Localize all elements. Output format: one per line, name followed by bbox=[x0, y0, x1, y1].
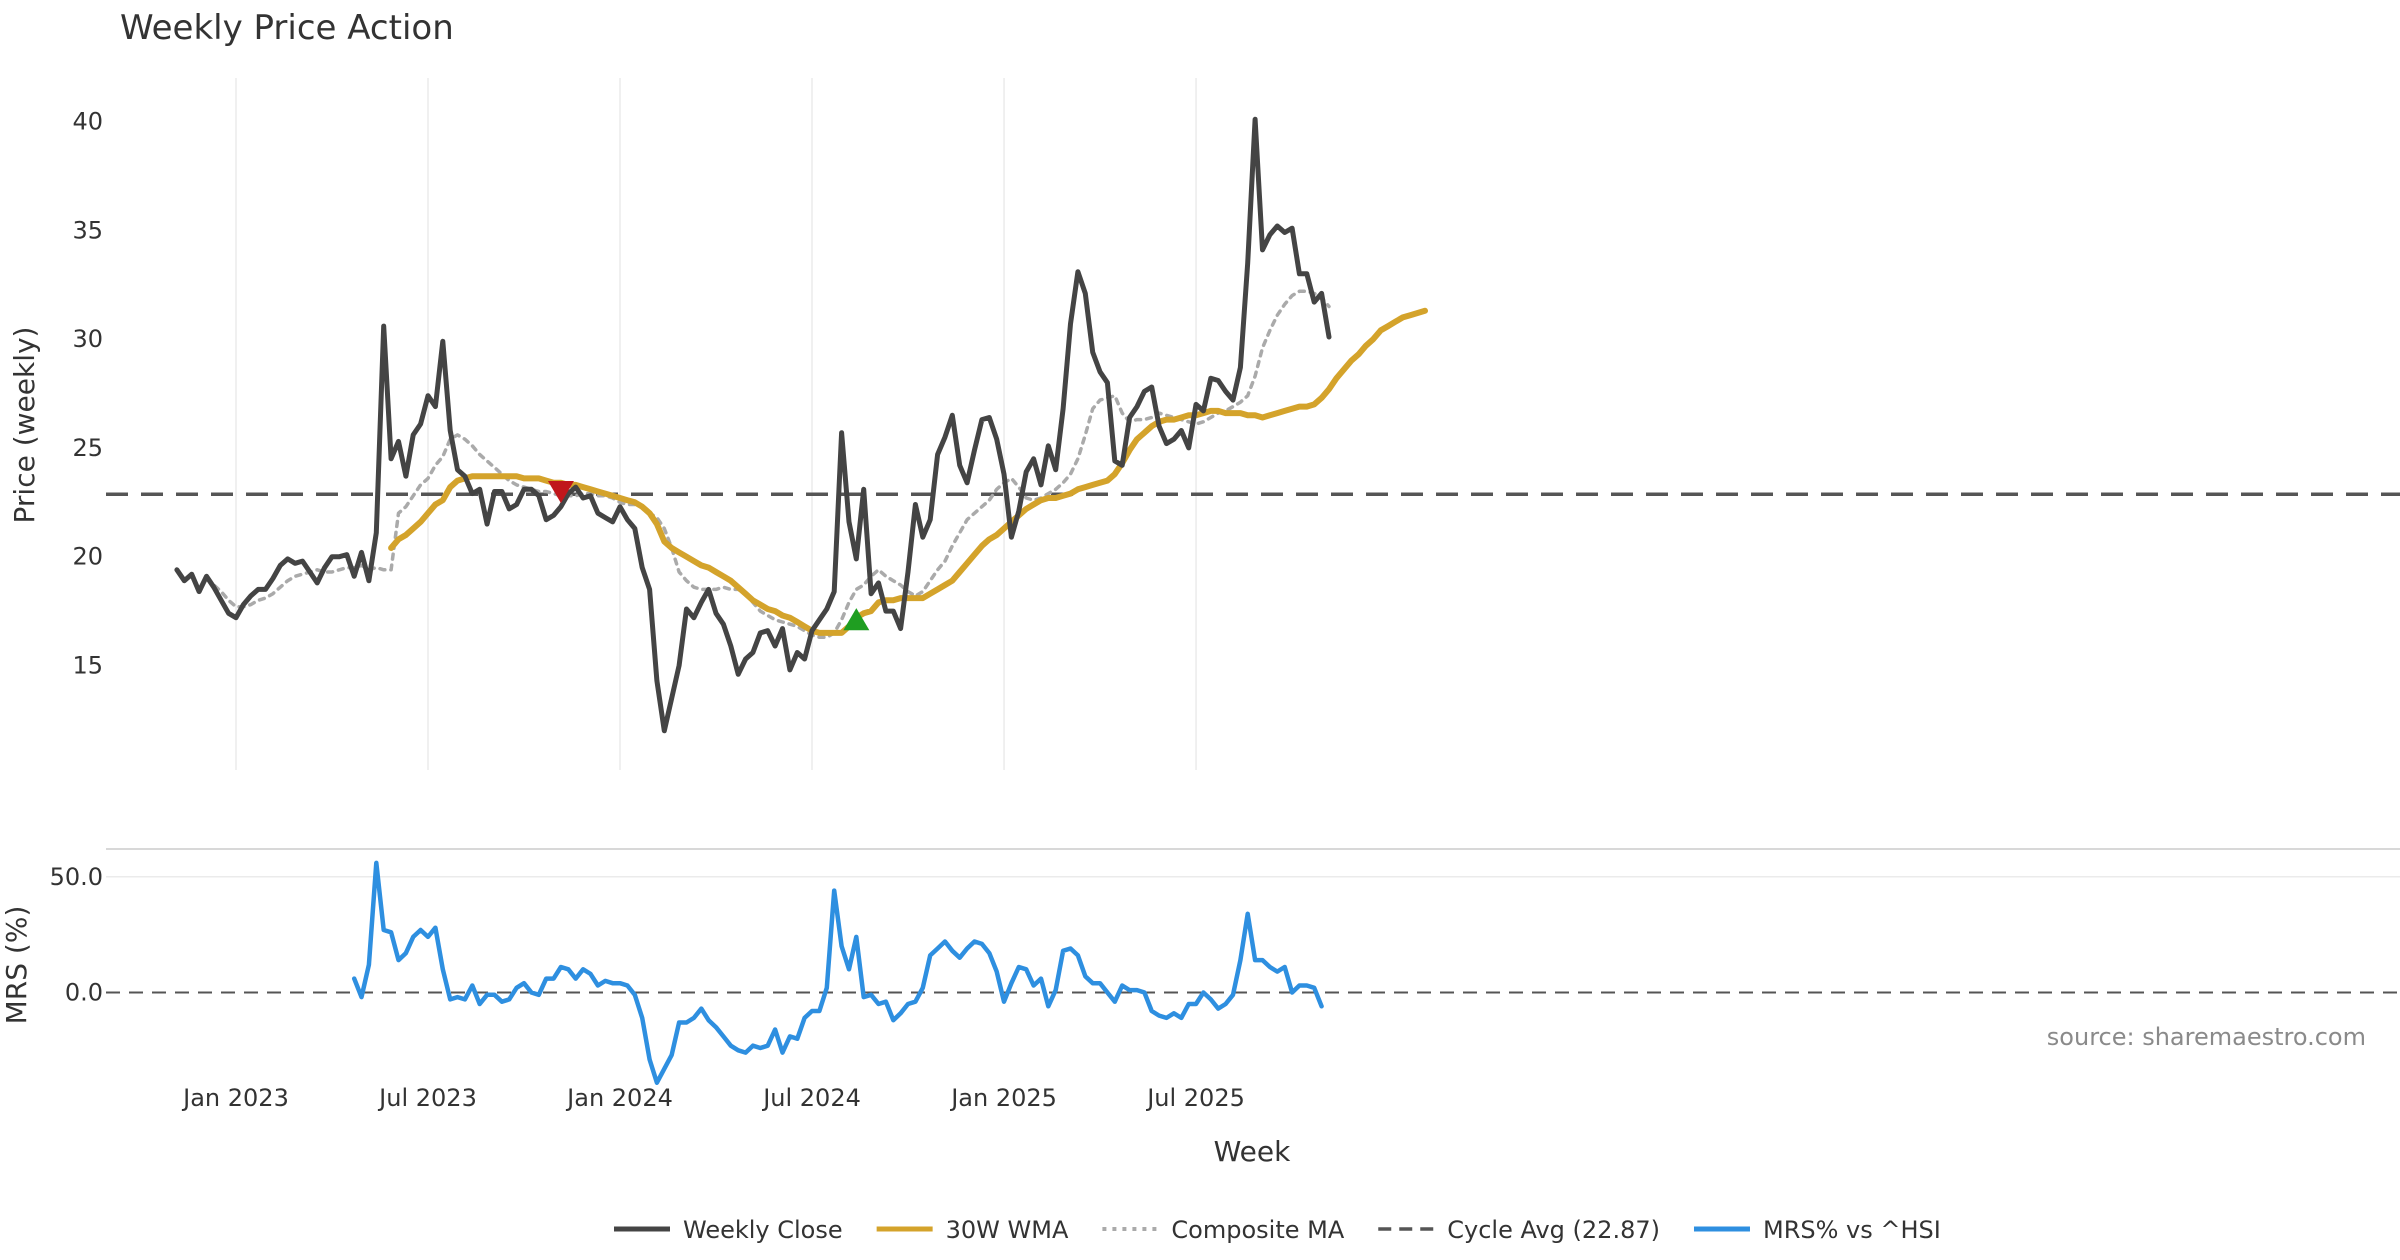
x-tick-jul-2023: Jul 2023 bbox=[377, 1084, 477, 1112]
legend-item-30w-wma: 30W WMA bbox=[876, 1216, 1069, 1244]
x-tick-jul-2024: Jul 2024 bbox=[761, 1084, 861, 1112]
mrs-y-axis-label: MRS (%) bbox=[0, 906, 33, 1025]
legend-label: MRS% vs ^HSI bbox=[1763, 1216, 1941, 1244]
sell-signal-marker bbox=[547, 481, 574, 504]
x-tick-jan-2023: Jan 2023 bbox=[181, 1084, 289, 1112]
price-y-tick-label: 30 bbox=[72, 325, 103, 353]
legend-item-cycle-avg-22-87: Cycle Avg (22.87) bbox=[1378, 1216, 1660, 1244]
price-y-axis-label: Price (weekly) bbox=[8, 327, 41, 524]
mrs-series bbox=[351, 860, 1324, 1085]
signal-markers bbox=[547, 481, 870, 631]
x-tick-jan-2025: Jan 2025 bbox=[949, 1084, 1057, 1112]
legend-label: 30W WMA bbox=[946, 1216, 1069, 1244]
price-y-tick-label: 20 bbox=[72, 543, 103, 571]
series-mrs-vs-hsi bbox=[351, 860, 1324, 1085]
x-axis-label: Week bbox=[1214, 1135, 1291, 1168]
price-y-tick-label: 40 bbox=[72, 108, 103, 136]
legend-item-composite-ma: Composite MA bbox=[1102, 1216, 1345, 1244]
price-y-tick-label: 25 bbox=[72, 434, 103, 462]
price-series bbox=[174, 116, 1428, 734]
x-tick-jul-2025: Jul 2025 bbox=[1145, 1084, 1245, 1112]
x-axis-ticks: Jan 2023 Jul 2023 Jan 2024 Jul 2024 Jan 2025… bbox=[181, 1084, 1245, 1112]
legend-label: Weekly Close bbox=[683, 1216, 843, 1244]
chart-title: Weekly Price Action bbox=[120, 8, 454, 48]
chart-legend: Weekly Close 30W WMA Composite MA Cycle Avg… bbox=[614, 1216, 1941, 1244]
series-composite-ma bbox=[204, 289, 1331, 640]
legend-item-weekly-close: Weekly Close bbox=[614, 1216, 843, 1244]
price-y-tick-label: 15 bbox=[72, 652, 103, 680]
mrs-y-tick-label: 50.0 bbox=[50, 863, 103, 891]
x-tick-jan-2024: Jan 2024 bbox=[565, 1084, 673, 1112]
mrs-y-ticks: 0.0 50.0 bbox=[50, 863, 103, 1007]
mrs-y-tick-label: 0.0 bbox=[65, 978, 103, 1006]
series-weekly-close bbox=[174, 116, 1332, 734]
price-y-ticks: 15 20 25 30 35 40 bbox=[72, 108, 103, 680]
buy-signal-marker bbox=[843, 608, 870, 631]
source-attribution: source: sharemaestro.com bbox=[2047, 1023, 2366, 1051]
price-y-tick-label: 35 bbox=[72, 216, 103, 244]
legend-label: Cycle Avg (22.87) bbox=[1447, 1216, 1660, 1244]
legend-item-mrs-vs-hsi: MRS% vs ^HSI bbox=[1693, 1216, 1941, 1244]
gridlines bbox=[106, 78, 2400, 878]
legend-label: Composite MA bbox=[1171, 1216, 1344, 1244]
